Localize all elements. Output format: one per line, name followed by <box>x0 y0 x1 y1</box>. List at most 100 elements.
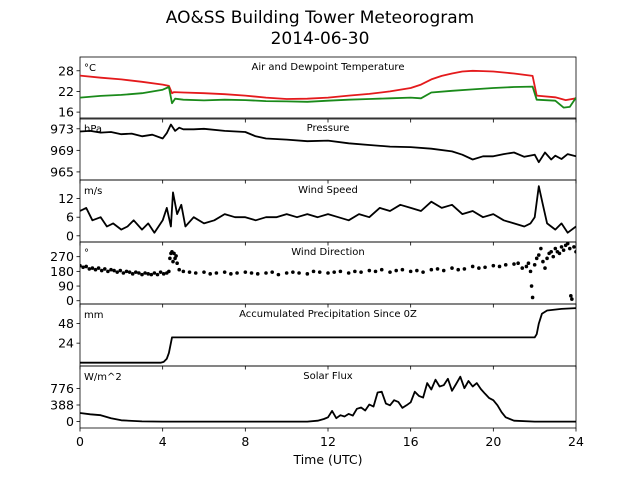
point-direction-20 <box>140 272 144 277</box>
point-direction-68 <box>379 267 384 272</box>
chart-title: AO&SS Building Tower Meteorogram <box>165 8 475 28</box>
point-direction-3 <box>87 267 92 271</box>
panel-unit-precip: mm <box>84 310 103 321</box>
point-direction-9 <box>106 269 110 274</box>
point-direction-93 <box>529 284 534 288</box>
point-direction-56 <box>297 271 301 275</box>
point-direction-41 <box>193 271 198 275</box>
point-direction-86 <box>503 263 508 267</box>
point-direction-115 <box>572 245 576 249</box>
xtick-label-0: 0 <box>76 434 84 449</box>
point-direction-74 <box>421 270 425 274</box>
point-direction-67 <box>373 269 378 274</box>
point-direction-84 <box>491 263 496 268</box>
point-direction-59 <box>317 270 322 274</box>
series-line-temp-1 <box>80 85 576 109</box>
point-direction-6 <box>96 266 101 270</box>
point-direction-44 <box>214 271 219 275</box>
point-direction-111 <box>565 242 570 246</box>
panel-label-temp: Air and Dewpoint Temperature <box>252 62 405 73</box>
series-line-temp-0 <box>80 69 576 101</box>
point-direction-60 <box>326 271 330 275</box>
point-direction-23 <box>149 272 154 277</box>
point-direction-61 <box>332 270 337 274</box>
point-direction-75 <box>429 267 434 272</box>
ytick-label-precip-1: 48 <box>58 316 74 331</box>
point-direction-34 <box>172 251 176 256</box>
point-direction-11 <box>112 268 116 273</box>
point-direction-97 <box>537 253 541 257</box>
point-direction-104 <box>551 254 556 259</box>
point-direction-33 <box>171 259 175 264</box>
point-direction-87 <box>512 262 516 266</box>
point-direction-10 <box>109 267 113 272</box>
point-direction-76 <box>435 267 440 271</box>
ytick-label-temp-2: 28 <box>58 63 74 78</box>
point-direction-2 <box>84 264 88 269</box>
point-direction-29 <box>167 269 171 274</box>
point-direction-94 <box>530 295 535 300</box>
xtick-label-6: 24 <box>568 434 584 449</box>
point-direction-18 <box>134 270 138 274</box>
point-direction-1 <box>81 265 85 270</box>
point-direction-79 <box>456 267 461 272</box>
xtick-label-5: 20 <box>485 434 501 449</box>
point-direction-21 <box>143 271 147 275</box>
point-direction-13 <box>118 268 123 273</box>
ytick-label-speed-0: 0 <box>66 228 74 243</box>
point-direction-90 <box>524 264 529 269</box>
panel-label-speed: Wind Speed <box>298 185 358 196</box>
point-direction-71 <box>400 267 405 272</box>
point-direction-16 <box>127 270 132 274</box>
ytick-label-speed-1: 6 <box>66 210 74 225</box>
panel-label-solar: Solar Flux <box>303 371 353 382</box>
xtick-label-3: 12 <box>320 434 336 449</box>
point-direction-95 <box>532 263 537 267</box>
ytick-label-solar-1: 388 <box>50 397 74 412</box>
point-direction-19 <box>137 271 141 275</box>
point-direction-49 <box>249 271 254 275</box>
point-direction-22 <box>146 272 150 276</box>
point-direction-113 <box>569 294 573 298</box>
point-direction-62 <box>338 269 343 274</box>
point-direction-42 <box>202 270 206 274</box>
point-direction-105 <box>553 246 558 251</box>
ytick-label-temp-0: 16 <box>58 105 74 120</box>
panel-unit-temp: °C <box>84 63 96 74</box>
point-direction-63 <box>346 271 351 275</box>
point-direction-82 <box>477 266 481 270</box>
point-direction-57 <box>305 272 310 276</box>
ytick-label-speed-2: 12 <box>58 191 74 206</box>
panel-unit-pressure: hPa <box>84 124 102 135</box>
point-direction-36 <box>174 254 178 258</box>
point-direction-99 <box>541 259 545 264</box>
point-direction-83 <box>483 265 487 270</box>
point-direction-26 <box>158 270 163 274</box>
x-axis-label: Time (UTC) <box>292 452 362 467</box>
point-direction-45 <box>222 270 227 274</box>
point-direction-14 <box>121 271 126 275</box>
point-direction-27 <box>161 272 166 276</box>
ytick-label-direction-1: 90 <box>58 279 74 294</box>
series-line-solar-0 <box>80 375 576 423</box>
point-direction-92 <box>528 269 533 274</box>
point-direction-51 <box>264 271 268 275</box>
point-direction-89 <box>520 266 525 270</box>
point-direction-72 <box>408 269 413 274</box>
point-direction-39 <box>181 269 186 274</box>
point-direction-101 <box>545 256 549 261</box>
point-direction-43 <box>208 272 212 276</box>
ytick-label-solar-2: 776 <box>50 381 74 396</box>
ytick-label-pressure-2: 973 <box>50 121 74 136</box>
ytick-label-direction-2: 180 <box>50 264 74 279</box>
ytick-label-pressure-0: 965 <box>50 164 74 179</box>
point-direction-109 <box>561 248 566 252</box>
xtick-label-4: 16 <box>403 434 419 449</box>
point-direction-65 <box>359 270 363 274</box>
point-direction-0 <box>80 263 82 268</box>
ytick-label-temp-1: 22 <box>58 84 74 99</box>
point-direction-46 <box>229 272 233 276</box>
point-direction-70 <box>394 268 399 273</box>
panel-unit-direction: ° <box>84 248 89 259</box>
